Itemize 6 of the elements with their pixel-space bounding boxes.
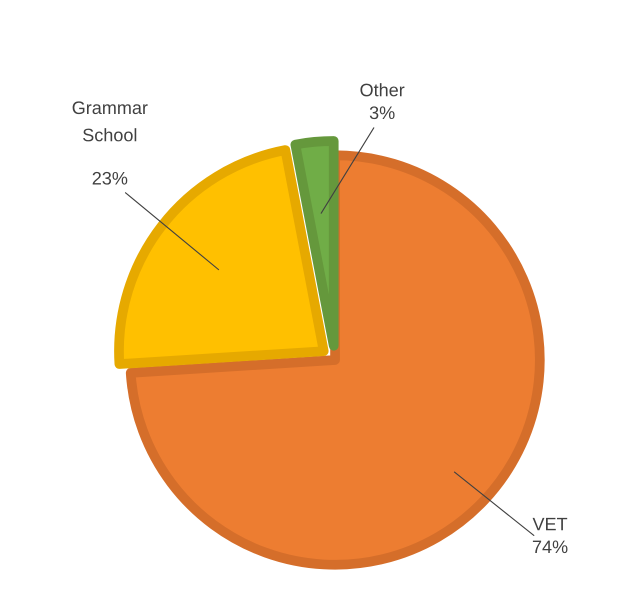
data-label: 3% — [370, 106, 395, 120]
slice-label: Grammar School — [72, 101, 148, 142]
slice-label: VET — [532, 518, 568, 530]
data-label: 23% — [92, 172, 128, 185]
data-label: 74% — [532, 540, 568, 554]
slice-label: Other — [360, 83, 404, 96]
